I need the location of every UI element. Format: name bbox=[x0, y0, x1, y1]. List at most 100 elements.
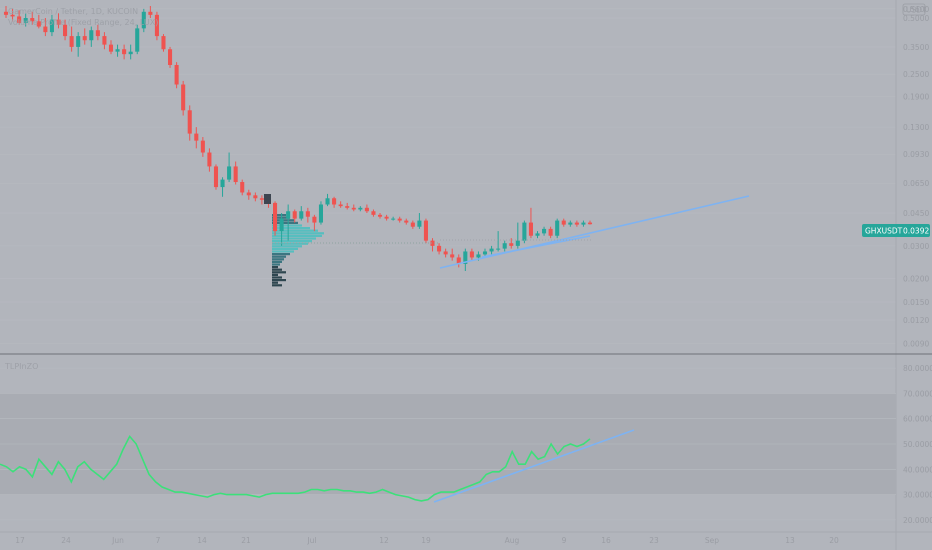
candle-body bbox=[587, 222, 593, 225]
candle-body bbox=[102, 36, 107, 45]
candle-body bbox=[200, 140, 205, 153]
volume-profile-bar bbox=[272, 281, 278, 284]
time-tick-label: 16 bbox=[601, 536, 611, 545]
time-axis[interactable]: 17 24 Jun 7 14 21 Jul 12 19 Aug 9 16 23 Sep 13 20 bbox=[15, 536, 839, 545]
candle-body bbox=[456, 257, 461, 264]
candle-body bbox=[82, 36, 87, 41]
oscillator-tick-label: 20.0000 bbox=[903, 516, 932, 525]
volume-profile-bar bbox=[272, 284, 282, 287]
candle-body bbox=[568, 222, 573, 225]
candle-body bbox=[272, 202, 278, 232]
volume-profile-bar bbox=[272, 255, 286, 258]
candle-body bbox=[240, 182, 245, 193]
volume-profile-bar bbox=[272, 221, 298, 224]
price-tick-label: 0.1300 bbox=[903, 123, 929, 132]
candle-body bbox=[128, 51, 133, 55]
time-tick-label: 20 bbox=[829, 536, 839, 545]
candle-body bbox=[364, 207, 369, 212]
candle-body bbox=[23, 18, 28, 24]
price-pane[interactable] bbox=[0, 6, 896, 344]
volume-profile-bar bbox=[272, 273, 278, 276]
candle-body bbox=[30, 18, 35, 22]
candle-body bbox=[430, 240, 435, 246]
candle-body bbox=[515, 240, 520, 246]
oscillator-tick-label: 70.0000 bbox=[903, 389, 932, 398]
candle-body bbox=[253, 195, 258, 199]
candle-body bbox=[423, 220, 428, 241]
candle-body bbox=[502, 243, 507, 249]
candle-body bbox=[555, 220, 560, 236]
candle-body bbox=[220, 179, 225, 188]
time-tick-label: 19 bbox=[421, 536, 431, 545]
candle-body bbox=[496, 248, 501, 250]
volume-profile-bar bbox=[272, 240, 312, 243]
price-trendline[interactable] bbox=[439, 195, 750, 269]
candle-body bbox=[377, 214, 383, 217]
candle-body bbox=[522, 222, 527, 241]
price-tick-label: 0.0650 bbox=[903, 179, 929, 188]
volume-profile-bar bbox=[272, 229, 318, 232]
candle-body bbox=[338, 204, 343, 207]
candle-body bbox=[384, 216, 389, 219]
candle-body bbox=[574, 222, 579, 225]
volume-profile-bar bbox=[272, 232, 324, 235]
candle-body bbox=[463, 251, 468, 264]
volume-profile-bar bbox=[272, 227, 310, 230]
candle-body bbox=[358, 207, 363, 210]
candle-body bbox=[548, 228, 553, 236]
candle-body bbox=[437, 245, 442, 252]
candle-body bbox=[325, 198, 330, 205]
oscillator-tick-label: 30.0000 bbox=[903, 491, 932, 500]
candle-body bbox=[89, 30, 94, 41]
volume-profile-bar bbox=[272, 263, 280, 266]
indicator-legend: Volume Profile (Fixed Range, 24, LUX) bbox=[8, 18, 158, 27]
candle-body bbox=[450, 254, 455, 258]
candle-body bbox=[542, 228, 547, 234]
oscillator-tick-label: 40.0000 bbox=[903, 465, 932, 474]
volume-profile-bar bbox=[272, 279, 286, 282]
time-tick-label: 21 bbox=[241, 536, 251, 545]
candle-body bbox=[318, 204, 324, 223]
oscillator-axis[interactable]: 80.0000 70.0000 60.0000 50.0000 40.0000 30.00… bbox=[903, 364, 932, 525]
candle-body bbox=[207, 152, 212, 167]
time-tick-label: Jun bbox=[111, 536, 124, 545]
oscillator-grid bbox=[0, 367, 896, 521]
time-tick-label: Sep bbox=[705, 536, 719, 545]
indicator-pane[interactable]: TLPInZO 80.0000 70.0000 60.0000 50.0000 40.0… bbox=[0, 362, 932, 525]
volume-profile-bar bbox=[272, 260, 282, 263]
candle-body bbox=[36, 21, 41, 27]
time-tick-label: 17 bbox=[15, 536, 25, 545]
candle-body bbox=[259, 198, 264, 200]
candle-body bbox=[397, 218, 402, 221]
candle-body bbox=[122, 49, 127, 55]
volume-profile-bar bbox=[272, 216, 290, 219]
last-price-badge[interactable]: GHXUSDT 0.0392 bbox=[862, 224, 930, 237]
time-tick-label: 23 bbox=[649, 536, 659, 545]
price-tick-label: 0.0450 bbox=[903, 209, 929, 218]
candle-body bbox=[108, 44, 114, 52]
volume-profile-bar bbox=[272, 268, 282, 271]
chart-title: GamerCoin / Tether, 1D, KUCOIN bbox=[8, 7, 138, 16]
currency-badge-label: USDT bbox=[906, 6, 927, 15]
candle-body bbox=[351, 207, 356, 210]
candle-body bbox=[561, 220, 566, 225]
candle-body bbox=[227, 166, 232, 180]
oscillator-tick-label: 80.0000 bbox=[903, 364, 932, 373]
time-tick-label: 12 bbox=[379, 536, 389, 545]
price-tick-label: 0.0090 bbox=[903, 339, 929, 348]
volume-profile-bar bbox=[272, 214, 286, 217]
oscillator-trendline[interactable] bbox=[433, 429, 635, 503]
candle-body bbox=[187, 110, 192, 134]
candle-body bbox=[194, 133, 199, 141]
candle-body bbox=[410, 222, 415, 227]
candle-body bbox=[299, 211, 304, 219]
volume-profile-bar bbox=[272, 253, 290, 256]
candle-body bbox=[417, 220, 422, 227]
volume-profile-bar bbox=[272, 234, 322, 237]
candle-body bbox=[476, 254, 481, 258]
currency-badge[interactable]: USDT bbox=[902, 3, 927, 16]
time-tick-label: 7 bbox=[156, 536, 161, 545]
last-price-symbol: GHXUSDT bbox=[865, 227, 903, 236]
